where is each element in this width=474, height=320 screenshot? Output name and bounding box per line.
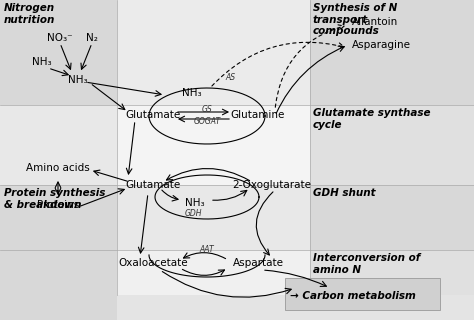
Text: → Carbon metabolism: → Carbon metabolism — [290, 291, 416, 301]
Text: 2-Oxoglutarate: 2-Oxoglutarate — [233, 180, 311, 190]
Text: Proteins: Proteins — [37, 200, 79, 210]
Bar — [0, 105, 117, 250]
Text: Asparagine: Asparagine — [352, 40, 411, 50]
Text: Nitrogen
nutrition: Nitrogen nutrition — [4, 3, 55, 25]
Text: NH₃: NH₃ — [182, 88, 202, 98]
Text: GOGAT: GOGAT — [193, 116, 220, 125]
Bar — [0, 250, 474, 295]
Bar — [0, 185, 117, 320]
Text: GS: GS — [201, 106, 212, 115]
Text: NH₃: NH₃ — [185, 198, 205, 208]
Text: Glutamate synthase
cycle: Glutamate synthase cycle — [313, 108, 430, 130]
Bar — [310, 105, 474, 185]
Bar — [0, 0, 117, 105]
Text: Protein synthesis
& breakdown: Protein synthesis & breakdown — [4, 188, 105, 210]
Bar — [0, 105, 474, 185]
Text: AS: AS — [225, 74, 235, 83]
Bar — [285, 278, 440, 310]
Text: Aspartate: Aspartate — [233, 258, 283, 268]
Bar — [310, 250, 474, 295]
Bar — [310, 185, 474, 250]
Bar — [0, 0, 474, 105]
Text: NH₃: NH₃ — [32, 57, 52, 67]
Text: NH₃: NH₃ — [68, 75, 88, 85]
Text: Synthesis of N
transport
compounds: Synthesis of N transport compounds — [313, 3, 397, 36]
Text: AAT: AAT — [200, 245, 214, 254]
Text: Amino acids: Amino acids — [26, 163, 90, 173]
Bar — [0, 185, 474, 250]
Bar — [0, 295, 474, 320]
Text: NO₃⁻: NO₃⁻ — [47, 33, 73, 43]
Text: N₂: N₂ — [86, 33, 98, 43]
Text: Glutamate: Glutamate — [126, 180, 181, 190]
Text: Glutamine: Glutamine — [231, 110, 285, 120]
Text: Allantoin: Allantoin — [352, 17, 398, 27]
Bar — [310, 0, 474, 105]
Bar — [116, 0, 310, 320]
Text: Interconversion of
amino N: Interconversion of amino N — [313, 253, 420, 275]
Text: GDH shunt: GDH shunt — [313, 188, 375, 198]
Text: Glutamate: Glutamate — [126, 110, 181, 120]
Text: GDH: GDH — [184, 209, 202, 218]
Text: Oxaloacetate: Oxaloacetate — [118, 258, 188, 268]
